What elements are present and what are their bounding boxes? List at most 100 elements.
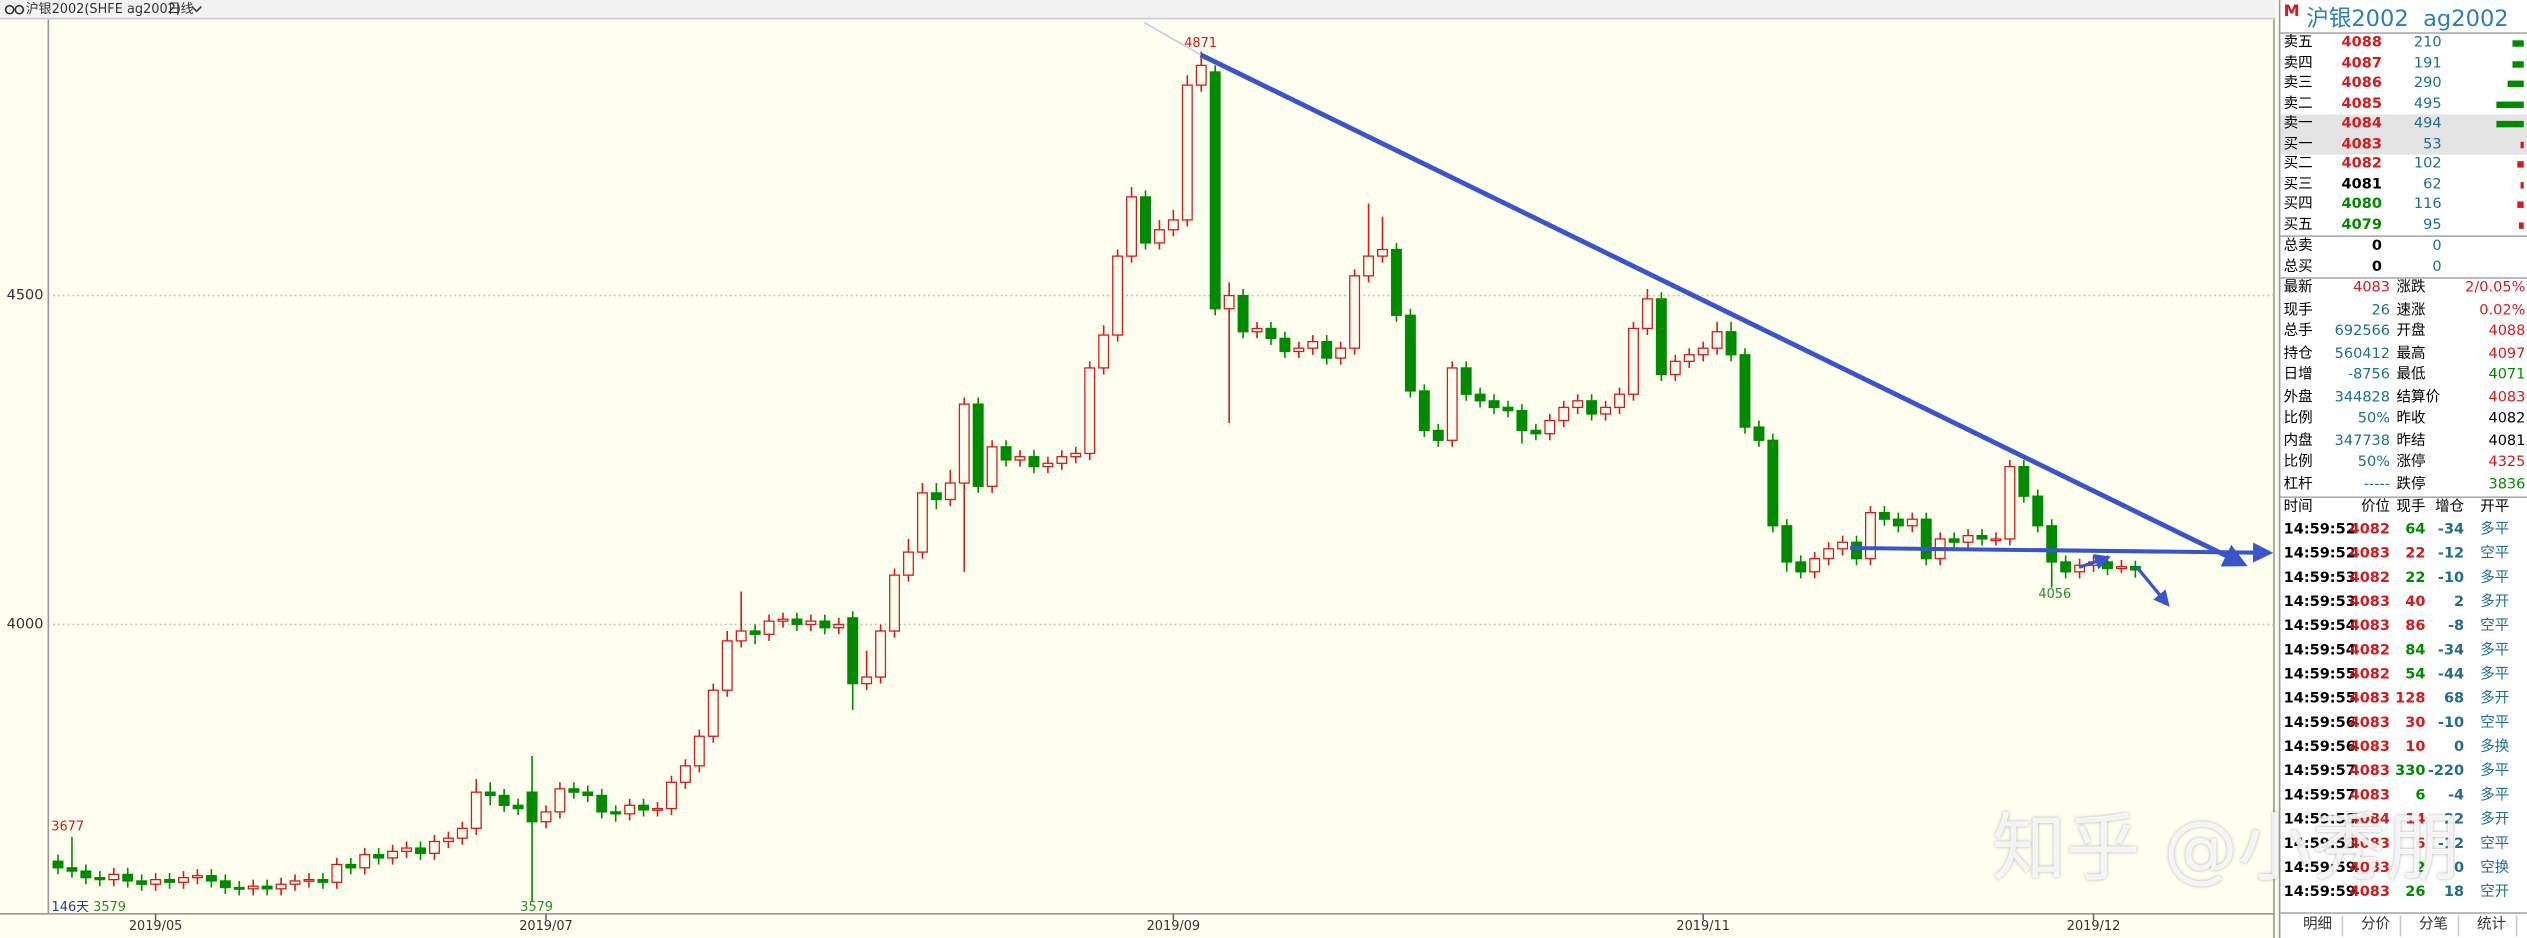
trade-type: 多开 [2480, 594, 2510, 611]
trade-price: 4083 [2349, 594, 2391, 611]
candle-body [916, 492, 928, 553]
trade-time: 14:59:58 [2283, 812, 2356, 829]
candle-body [233, 886, 245, 890]
order-volume: 102 [2413, 156, 2442, 173]
instrument-title: 沪银2002(SHFE ag2002) [25, 1, 181, 17]
trade-price: 4082 [2349, 522, 2391, 539]
quote-value: 4082 [2488, 410, 2526, 428]
trade-price: 4083 [2349, 691, 2391, 708]
trend-line [1199, 52, 2248, 567]
candle-body [693, 735, 705, 767]
x-tick-label: 2019/09 [1147, 919, 1200, 934]
candle-body [1892, 518, 1904, 527]
candle-body [902, 551, 914, 576]
x-tick-label: 2019/07 [519, 919, 572, 934]
period-selector[interactable]: 日线 [167, 1, 194, 17]
volume-bar [2520, 141, 2524, 148]
price-annotation: 3579 [520, 900, 553, 915]
trade-change: 0 [2454, 860, 2465, 877]
candle-body [1753, 426, 1765, 441]
dropdown-icon[interactable] [191, 5, 202, 15]
candle-body [958, 403, 970, 484]
candle-body [80, 870, 92, 879]
candle-body [1795, 561, 1807, 573]
candle-body [1028, 456, 1040, 468]
candle-body [1293, 347, 1305, 353]
trade-price: 4083 [2349, 763, 2391, 781]
candle-body [638, 804, 650, 811]
candle-body [331, 863, 343, 883]
quote-value: 50% [2357, 410, 2391, 428]
panel-tab[interactable]: 分价 [2351, 915, 2402, 937]
candle-body [1279, 337, 1291, 353]
candle-body [2032, 495, 2044, 527]
trade-volume: 84 [2405, 643, 2426, 660]
trade-volume: 2 [2415, 860, 2426, 877]
panel-tab[interactable]: 明细 [2293, 915, 2344, 937]
candle-body [66, 867, 78, 872]
separator [2280, 277, 2527, 279]
quote-value: 4088 [2488, 323, 2526, 341]
candle-body [1962, 535, 1974, 543]
plot-area: 4000 4500 2019/05 2019/07 2019/09 2019/11 2019… [7, 36, 2274, 934]
candle-body [205, 875, 217, 882]
trade-type: 多平 [2480, 667, 2510, 684]
panel-tab[interactable]: 统计 [2467, 915, 2518, 937]
candle-body [986, 446, 998, 487]
trade-volume: 22 [2405, 546, 2426, 563]
candle-body [387, 850, 399, 859]
quote-value: 26 [2371, 302, 2391, 319]
trend-annotations [1143, 21, 2274, 607]
trade-time: 14:59:56 [2283, 739, 2356, 756]
trade-change: -10 [2437, 570, 2465, 587]
quote-label: 现手 [2283, 302, 2313, 319]
trade-volume: 64 [2405, 522, 2426, 539]
trade-change: -44 [2437, 667, 2465, 684]
candle-body [191, 875, 203, 879]
candle-body [1056, 456, 1068, 464]
trade-type: 多平 [2480, 570, 2510, 587]
candle-body [512, 804, 524, 810]
candle-body [1181, 84, 1193, 221]
candle-body [944, 482, 956, 501]
panel-tab[interactable]: 分笔 [2409, 915, 2460, 937]
trade-volume: 26 [2405, 884, 2426, 901]
candle-body [1349, 275, 1361, 349]
order-price: 4084 [2341, 116, 2382, 133]
candle-body [1920, 518, 1932, 560]
trade-time: 14:59:58 [2283, 836, 2356, 853]
order-price: 4087 [2341, 55, 2382, 72]
trade-price: 4083 [2349, 715, 2391, 732]
quote-label: 最高 [2396, 345, 2426, 362]
order-price: 4088 [2341, 35, 2382, 52]
candle-body [763, 620, 775, 635]
trade-time: 14:59:56 [2283, 715, 2356, 732]
candle-body [652, 807, 664, 811]
order-volume: 210 [2413, 35, 2442, 52]
separator [2280, 32, 2527, 34]
range-label: 146天 [52, 900, 90, 915]
trade-volume: 10 [2405, 739, 2426, 756]
candle-body [1237, 294, 1249, 333]
quote-label: 涨跌 [2396, 280, 2426, 297]
candle-body [1404, 314, 1416, 392]
order-label: 卖四 [2283, 55, 2313, 72]
separator [2280, 912, 2527, 914]
order-price: 4081 [2341, 176, 2382, 193]
order-volume: 191 [2413, 55, 2442, 72]
trade-time: 14:59:52 [2283, 522, 2356, 539]
candle-body [1976, 535, 1988, 540]
trades-header: 价位 [2360, 499, 2391, 516]
badge: M [2283, 3, 2300, 21]
candle-body [1600, 406, 1612, 415]
candle-body [1683, 354, 1695, 362]
candle-body [2129, 565, 2141, 571]
candle-body [275, 883, 287, 890]
quote-value: 560412 [2334, 345, 2391, 362]
candle-body [94, 877, 106, 881]
volume-bar [2495, 120, 2524, 128]
order-book-row: 卖三 4086 290 [2280, 74, 2527, 94]
candle-body [679, 765, 691, 783]
trade-time: 14:59:55 [2283, 667, 2356, 684]
separator [2280, 496, 2527, 499]
